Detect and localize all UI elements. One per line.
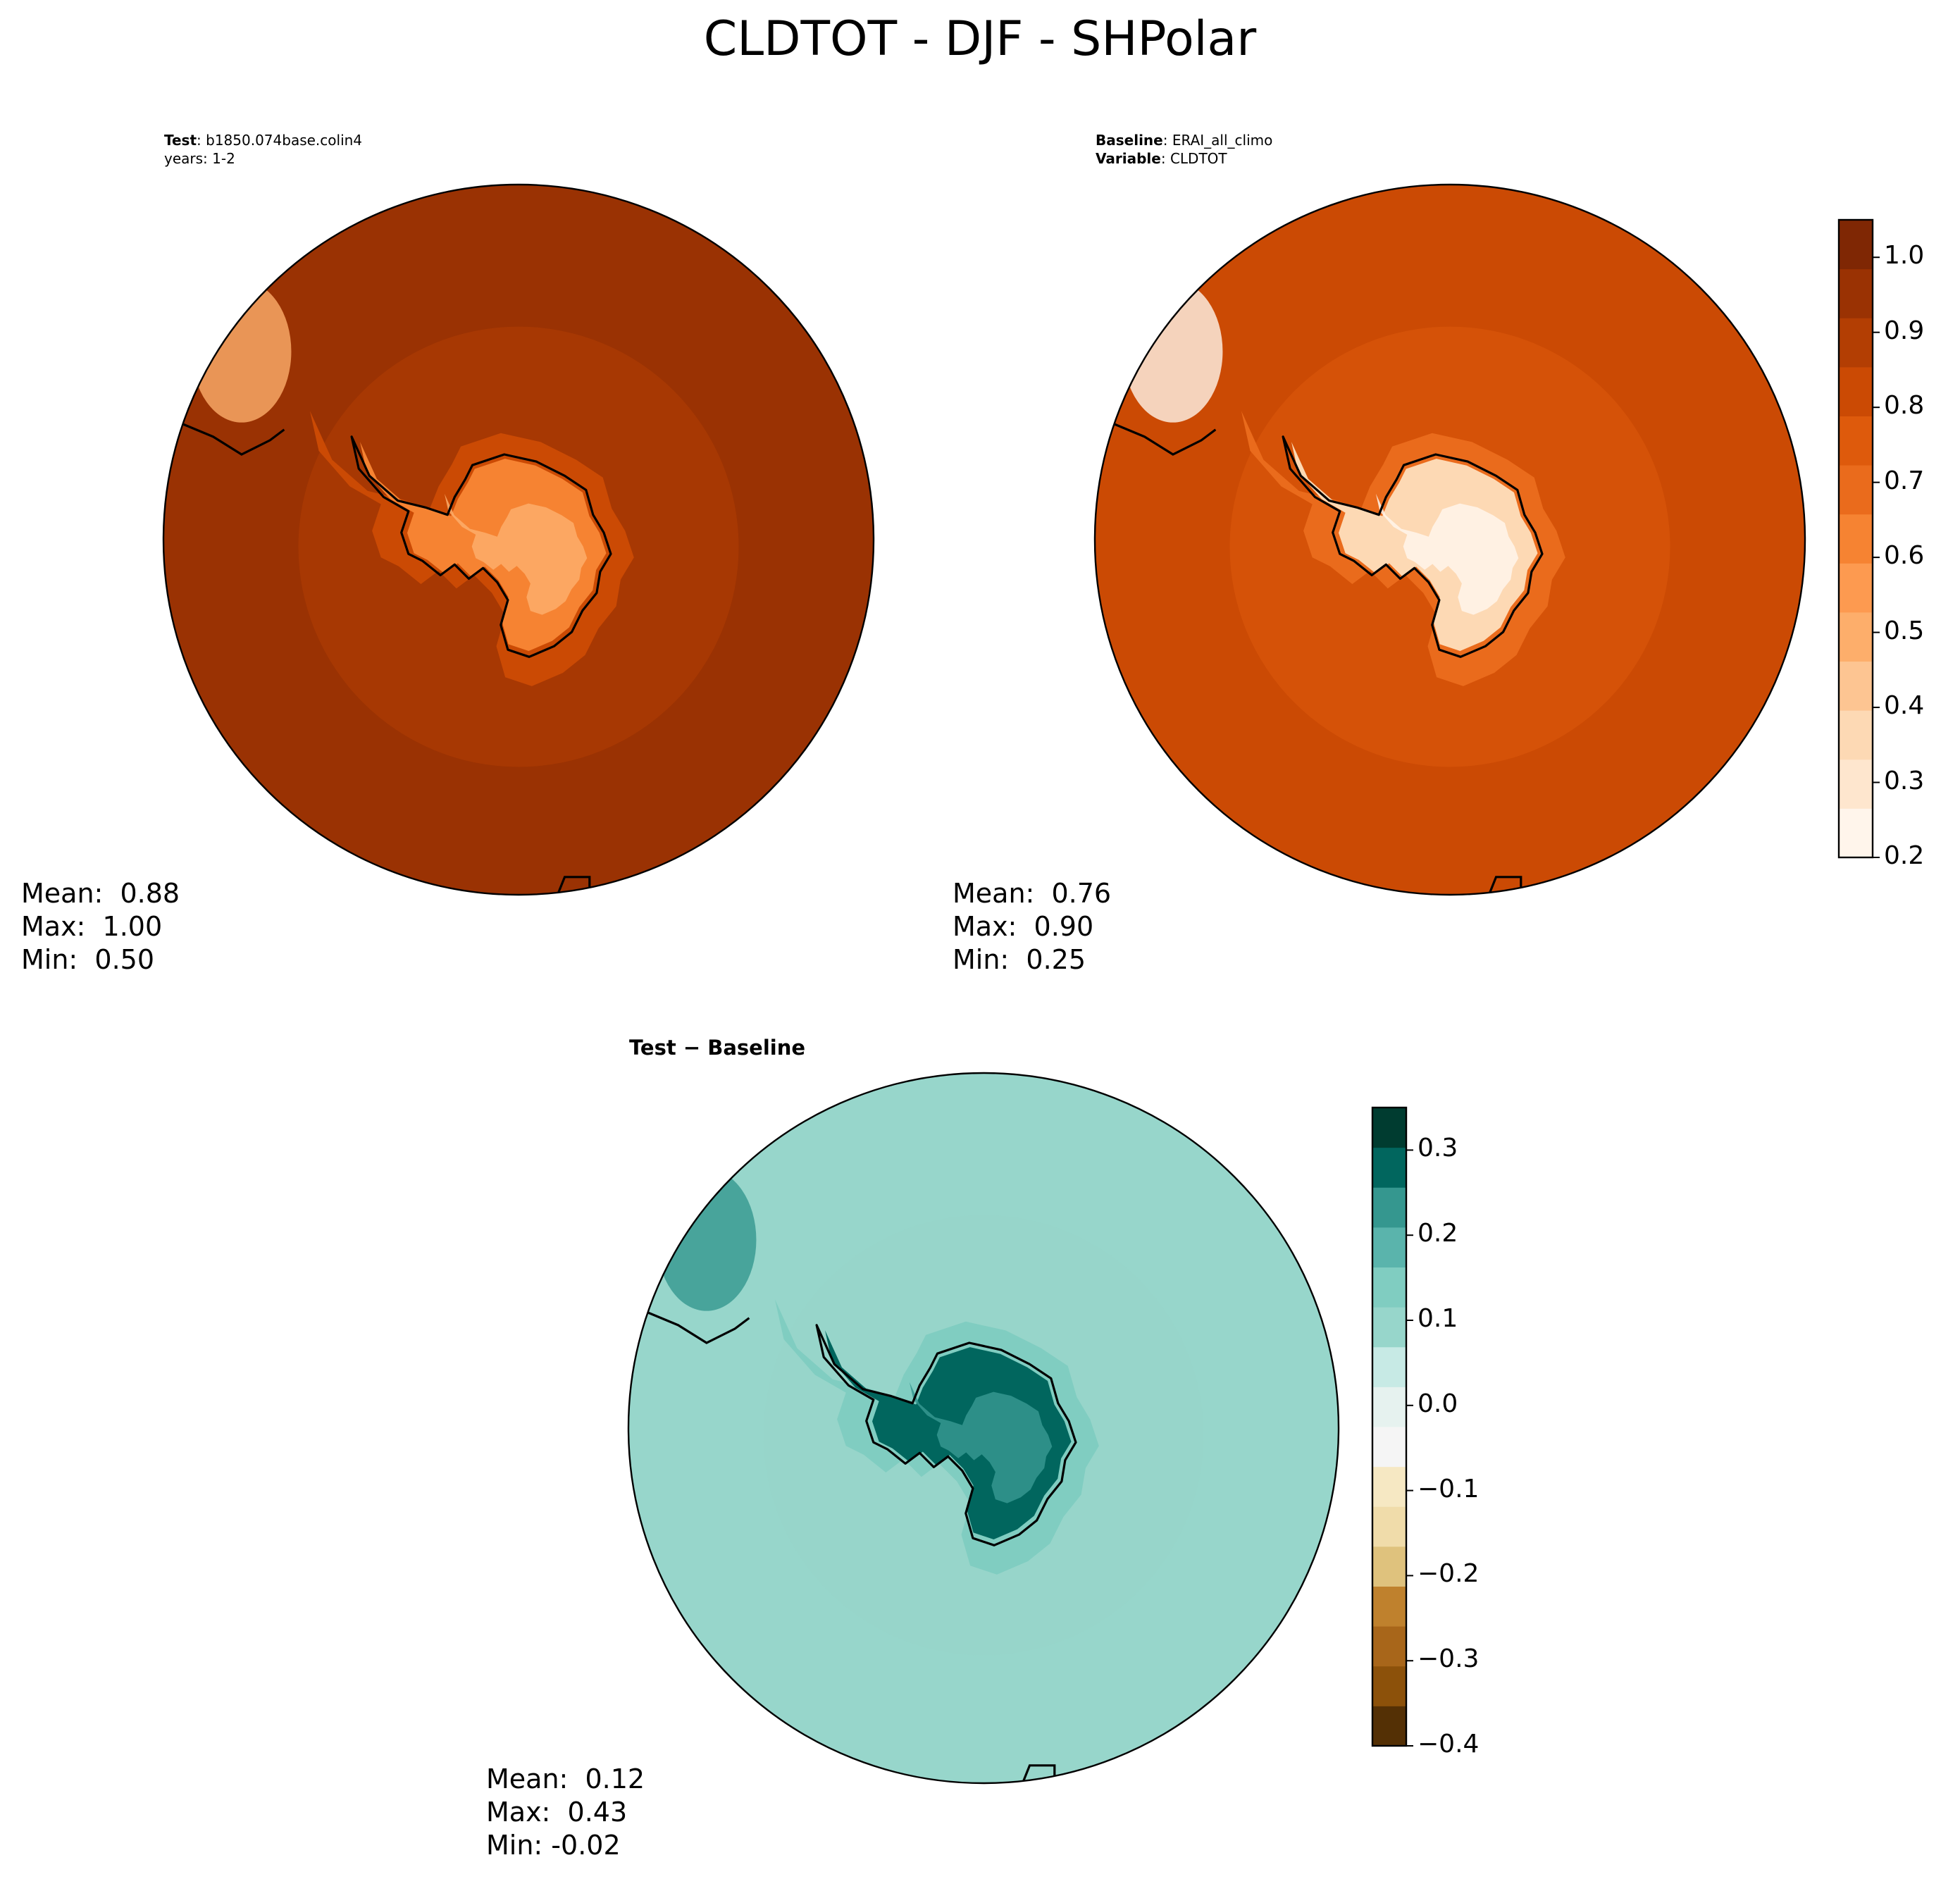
diff-field xyxy=(628,1073,1339,1783)
difference-colorbar-swatch xyxy=(1372,1108,1406,1148)
diff-south-america-coastline xyxy=(635,1306,750,1344)
difference-colorbar-swatch xyxy=(1372,1466,1406,1507)
variable-header-label: Variable xyxy=(1096,150,1161,167)
test-header-value: b1850.074base.colin4 xyxy=(206,132,363,149)
diff-header: Test − Baseline xyxy=(629,1036,806,1060)
cldtot-colorbar-swatch xyxy=(1839,612,1873,662)
test-header-label: Test xyxy=(164,132,197,149)
difference-colorbar-swatch xyxy=(1372,1626,1406,1667)
cldtot-colorbar-swatch xyxy=(1839,416,1873,466)
difference-colorbar xyxy=(1371,1106,1413,1747)
cldtot-colorbar-tick-label: 0.3 xyxy=(1884,766,1925,795)
difference-colorbar-swatch xyxy=(1372,1227,1406,1267)
baseline-min: Min: 0.25 xyxy=(953,944,1086,975)
cldtot-colorbar-tick-label: 1.0 xyxy=(1884,241,1925,271)
difference-colorbar-swatch xyxy=(1372,1666,1406,1706)
difference-colorbar-tick-label: −0.4 xyxy=(1418,1730,1480,1759)
difference-colorbar-tick-label: 0.1 xyxy=(1418,1304,1458,1333)
difference-map xyxy=(627,1072,1340,1785)
diff-south-america-field xyxy=(657,1169,757,1311)
diff-mean: Mean: 0.12 xyxy=(486,1763,645,1794)
diff-core-field xyxy=(909,1382,1053,1503)
diff-min: Min: -0.02 xyxy=(486,1830,621,1861)
difference-colorbar-tick-label: 0.3 xyxy=(1418,1134,1458,1163)
difference-colorbar-swatch xyxy=(1372,1147,1406,1188)
diff-header-label: Test − Baseline xyxy=(629,1036,806,1060)
test-coastline xyxy=(350,435,612,658)
diff-max: Max: 0.43 xyxy=(486,1797,628,1828)
cldtot-colorbar-tick-label: 0.9 xyxy=(1884,316,1925,345)
cldtot-colorbar-tick-label: 0.4 xyxy=(1884,691,1925,721)
test-min: Min: 0.50 xyxy=(21,944,154,975)
test-header: Test: b1850.074base.colin4 years: 1-2 xyxy=(164,132,363,167)
cldtot-colorbar-swatch xyxy=(1839,268,1873,318)
difference-colorbar-swatch xyxy=(1372,1706,1406,1747)
test-header-years: years: 1-2 xyxy=(164,150,235,167)
baseline-mean: Mean: 0.76 xyxy=(953,878,1112,909)
cldtot-colorbar-swatch xyxy=(1839,808,1873,858)
cldtot-colorbar-tick-label: 0.2 xyxy=(1884,841,1925,870)
cldtot-colorbar-swatch xyxy=(1839,710,1873,760)
difference-colorbar-swatch xyxy=(1372,1307,1406,1348)
test-max: Max: 1.00 xyxy=(21,911,163,942)
difference-colorbar-tick-label: −0.1 xyxy=(1418,1474,1480,1503)
baseline-field xyxy=(1095,185,1805,895)
difference-colorbar-tick-label: 0.2 xyxy=(1418,1219,1458,1248)
cldtot-colorbar-tick-label: 0.6 xyxy=(1884,541,1925,571)
baseline-south-america-coastline xyxy=(1101,418,1217,456)
difference-colorbar-swatch xyxy=(1372,1267,1406,1308)
diff-island-coastline xyxy=(1021,1764,1056,1783)
diff-coastline xyxy=(815,1324,1077,1546)
baseline-map xyxy=(1093,183,1806,896)
cldtot-colorbar-swatch xyxy=(1839,318,1873,368)
diff-boundary xyxy=(627,1072,1340,1785)
cldtot-colorbar-tick-label: 0.7 xyxy=(1884,466,1925,495)
baseline-stats: Mean: 0.76 Max: 0.90 Min: 0.25 xyxy=(953,877,1111,976)
difference-colorbar-tick-label: −0.2 xyxy=(1418,1559,1480,1589)
difference-colorbar-swatch xyxy=(1372,1546,1406,1587)
test-south-america-coastline xyxy=(170,418,285,456)
cldtot-colorbar-frame xyxy=(1837,218,1874,859)
difference-colorbar-frame xyxy=(1371,1106,1408,1747)
cldtot-colorbar-tick-label: 0.8 xyxy=(1884,391,1925,421)
difference-colorbar-swatch xyxy=(1372,1506,1406,1547)
baseline-max: Max: 0.90 xyxy=(953,911,1094,942)
cldtot-colorbar-swatch xyxy=(1839,514,1873,564)
baseline-south-america-field xyxy=(1123,280,1223,423)
test-map xyxy=(162,183,875,896)
cldtot-colorbar-swatch xyxy=(1839,220,1873,270)
test-core-field xyxy=(444,493,588,615)
difference-colorbar-tick-label: 0.0 xyxy=(1418,1389,1458,1418)
cldtot-colorbar xyxy=(1837,218,1880,859)
baseline-header-value: ERAI_all_climo xyxy=(1172,132,1273,149)
baseline-island-coastline xyxy=(1487,876,1522,895)
difference-colorbar-tick-label: −0.3 xyxy=(1418,1644,1480,1674)
difference-colorbar-swatch xyxy=(1372,1586,1406,1627)
test-south-america-field xyxy=(192,280,292,423)
cldtot-colorbar-swatch xyxy=(1839,366,1873,416)
difference-colorbar-swatch xyxy=(1372,1187,1406,1228)
cldtot-colorbar-tick-label: 0.5 xyxy=(1884,616,1925,645)
test-mean: Mean: 0.88 xyxy=(21,878,180,909)
test-boundary xyxy=(162,183,875,896)
difference-colorbar-swatch xyxy=(1372,1427,1406,1468)
baseline-coastline xyxy=(1282,435,1544,658)
cldtot-colorbar-swatch xyxy=(1839,563,1873,613)
test-stats: Mean: 0.88 Max: 1.00 Min: 0.50 xyxy=(21,877,180,976)
baseline-boundary xyxy=(1093,183,1806,896)
figure-title: CLDTOT - DJF - SHPolar xyxy=(703,11,1257,67)
baseline-header-label: Baseline xyxy=(1096,132,1163,149)
cldtot-colorbar-swatch xyxy=(1839,759,1873,809)
cldtot-colorbar-swatch xyxy=(1839,465,1873,515)
difference-colorbar-swatch xyxy=(1372,1346,1406,1387)
variable-header-value: CLDTOT xyxy=(1170,150,1227,167)
test-island-coastline xyxy=(556,876,591,895)
baseline-core-field xyxy=(1375,493,1519,615)
baseline-header: Baseline: ERAI_all_climo Variable: CLDTO… xyxy=(1096,132,1273,167)
cldtot-colorbar-swatch xyxy=(1839,661,1873,711)
diff-stats: Mean: 0.12 Max: 0.43 Min: -0.02 xyxy=(486,1763,645,1862)
test-field xyxy=(163,185,874,895)
difference-colorbar-swatch xyxy=(1372,1387,1406,1427)
